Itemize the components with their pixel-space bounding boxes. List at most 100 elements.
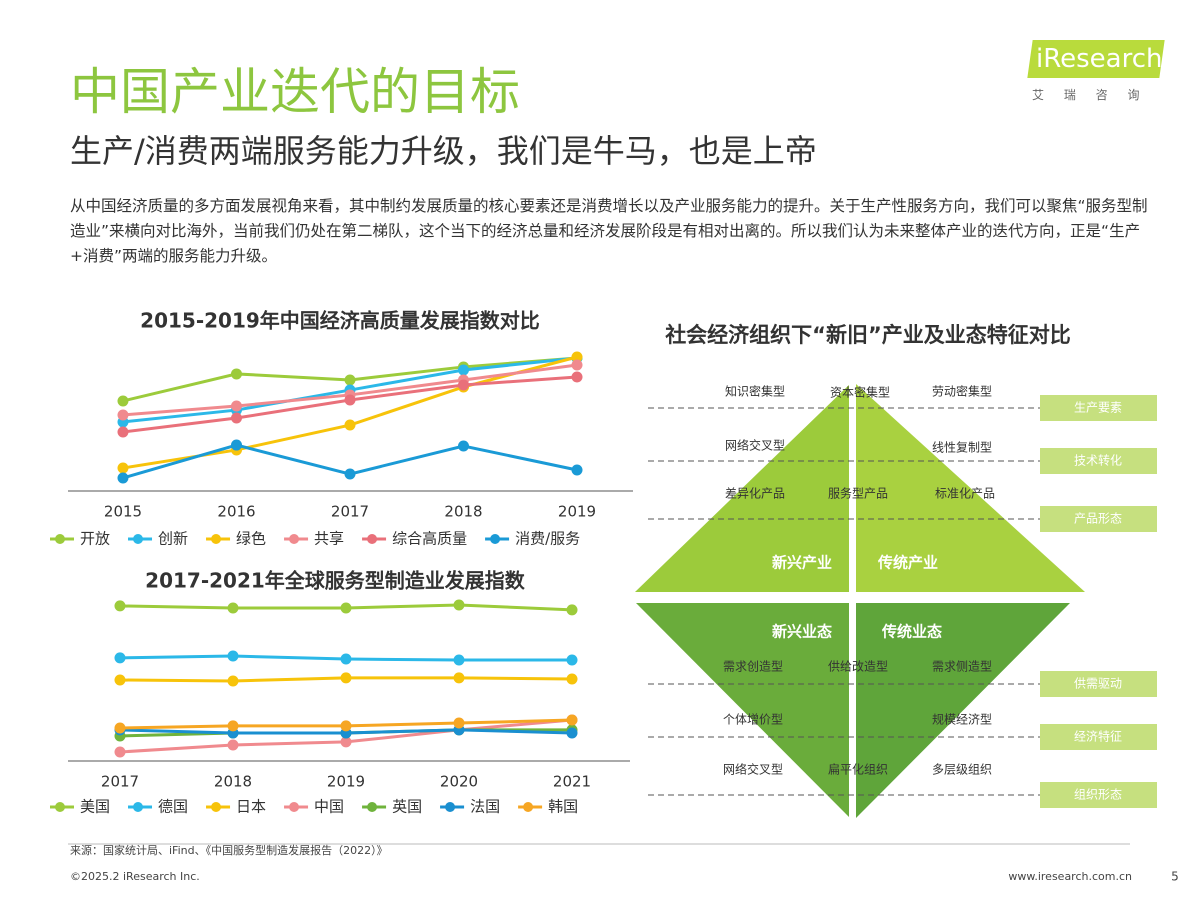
diagram-label: 标准化产品	[935, 487, 995, 501]
data-point	[344, 374, 356, 386]
data-point	[571, 351, 583, 363]
chart-title: 2015-2019年中国经济高质量发展指数对比	[140, 309, 540, 333]
shape	[856, 603, 1070, 818]
x-tick-label: 2015	[104, 503, 142, 521]
logo-cn: 艾 瑞 咨 询	[1032, 88, 1148, 102]
x-tick-label: 2020	[440, 773, 478, 791]
diagram-label: 供给改造型	[828, 660, 888, 674]
x-tick-label: 2018	[214, 773, 252, 791]
data-point	[566, 714, 578, 726]
data-point	[340, 653, 352, 665]
diagram-label: 新兴业态	[772, 623, 832, 641]
x-tick-label: 2017	[331, 503, 369, 521]
legend-swatch	[445, 802, 456, 812]
data-point	[344, 394, 356, 406]
x-tick-label: 2019	[327, 773, 365, 791]
shape	[636, 603, 850, 818]
diagram-label: 需求侧造型	[932, 660, 992, 674]
data-point	[231, 368, 242, 380]
page-number: 5	[1171, 870, 1179, 884]
data-point	[458, 379, 469, 391]
logo: iResearch	[1036, 44, 1163, 74]
data-point	[340, 736, 352, 748]
title: 中国产业迭代的目标	[70, 63, 520, 121]
legend-label: 共享	[314, 530, 344, 548]
legend-label: 法国	[470, 798, 500, 816]
diagram-label: 知识密集型	[725, 384, 785, 399]
data-point	[566, 727, 578, 739]
diagram-label: 传统业态	[881, 623, 942, 641]
legend-label: 消费/服务	[515, 530, 580, 548]
data-point	[227, 602, 239, 614]
shape	[856, 384, 1085, 592]
data-point	[340, 720, 352, 732]
data-point	[114, 722, 126, 734]
data-point	[566, 604, 578, 616]
legend-swatch	[55, 534, 65, 544]
diagram-label: 网络交叉型	[723, 762, 783, 777]
diagram-label: 资本密集型	[830, 385, 890, 400]
data-point	[458, 364, 469, 376]
tag-box	[1040, 724, 1157, 750]
diagram-label: 线性复制型	[932, 441, 992, 455]
diagram-label: 差异化产品	[725, 487, 785, 501]
legend-swatch	[367, 534, 378, 544]
tag-box	[1040, 506, 1157, 532]
legend-label: 开放	[80, 530, 110, 548]
data-point	[571, 359, 583, 371]
legend-swatch	[211, 534, 222, 544]
data-point	[114, 600, 126, 612]
data-point	[231, 439, 242, 451]
legend-label: 德国	[158, 798, 188, 816]
data-point	[231, 412, 242, 424]
chart-title: 2017-2021年全球服务型制造业发展指数	[145, 569, 526, 593]
data-point	[114, 746, 126, 758]
legend-swatch	[523, 802, 534, 812]
data-point	[117, 472, 129, 484]
url: www.iresearch.com.cn	[1008, 870, 1132, 883]
x-tick-label: 2019	[558, 503, 596, 521]
data-point	[227, 650, 239, 662]
diagram-label: 新兴产业	[772, 554, 832, 572]
data-point	[458, 440, 469, 452]
data-point	[566, 673, 578, 685]
tag-box	[1040, 448, 1157, 474]
data-point	[344, 468, 356, 480]
data-point	[571, 464, 583, 476]
tag-label: 产品形态	[1074, 512, 1122, 526]
tag-box	[1040, 395, 1157, 421]
data-point	[114, 652, 126, 664]
tag-box	[1040, 671, 1157, 697]
legend-label: 日本	[236, 798, 266, 816]
data-point	[453, 599, 465, 611]
subtitle: 生产/消费两端服务能力升级，我们是牛马，也是上帝	[70, 132, 817, 170]
legend-swatch	[289, 534, 300, 544]
legend-label: 美国	[80, 798, 110, 816]
source: 来源：国家统计局、iFind、《中国服务型制造发展报告（2022）》	[70, 843, 388, 857]
legend-swatch	[289, 802, 300, 812]
legend-label: 中国	[314, 798, 344, 816]
data-point	[571, 371, 583, 383]
legend-label: 创新	[158, 530, 188, 548]
legend-label: 韩国	[548, 798, 578, 816]
data-point	[117, 462, 129, 474]
data-point	[114, 674, 126, 686]
legend-swatch	[55, 802, 65, 812]
data-point	[227, 739, 239, 751]
diagram-label: 需求创造型	[723, 660, 783, 674]
diagram-label: 劳动密集型	[932, 384, 992, 399]
tag-label: 组织形态	[1074, 788, 1122, 802]
data-point	[340, 672, 352, 684]
legend-swatch	[490, 534, 501, 544]
legend-label: 绿色	[236, 530, 266, 548]
legend-swatch	[133, 534, 144, 544]
legend-label: 综合高质量	[392, 530, 467, 548]
copyright: ©2025.2 iResearch Inc.	[70, 870, 200, 883]
diagram-label: 规模经济型	[932, 712, 992, 727]
diagram-label: 服务型产品	[828, 486, 888, 501]
diagram-title: 社会经济组织下“新旧”产业及业态特征对比	[664, 323, 1071, 347]
tag-label: 生产要素	[1074, 401, 1122, 415]
legend-swatch	[133, 802, 144, 812]
data-point	[566, 654, 578, 666]
